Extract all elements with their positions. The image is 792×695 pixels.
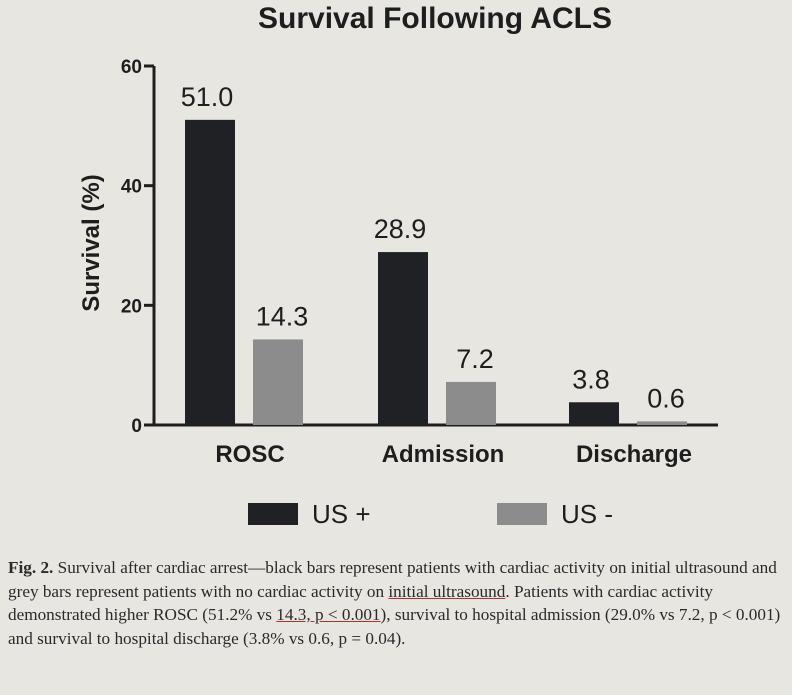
bar-us-minus xyxy=(253,339,303,425)
legend-swatch xyxy=(248,503,298,525)
axes: 0 20 40 60 xyxy=(121,57,718,437)
bar-us-plus xyxy=(378,252,428,425)
data-label: 51.0 xyxy=(181,82,234,112)
bar-us-plus xyxy=(185,119,235,425)
bars: ROSC 51.0 14.3 Admission 28.9 7.2 Discharge 3.8… xyxy=(181,82,692,468)
data-label: 7.2 xyxy=(456,344,494,374)
legend-label: US + xyxy=(312,499,371,529)
caption-fig-label: Fig. 2. xyxy=(8,558,54,577)
bar-chart: Survival Following ACLS Survival (%) 0 20… xyxy=(78,2,718,529)
legend-swatch xyxy=(497,503,547,525)
caption-text-a: Survival after cardiac arrest—black bars… xyxy=(8,558,777,601)
bar-us-minus xyxy=(637,421,687,425)
legend: US + US - xyxy=(248,499,613,529)
data-label: 0.6 xyxy=(647,383,685,413)
y-axis-label: Survival (%) xyxy=(78,174,105,311)
y-tick-label: 20 xyxy=(121,296,142,317)
caption-underlined-2: 14.3, p < 0.001 xyxy=(276,605,381,624)
figure-caption: Fig. 2. Survival after cardiac arrest—bl… xyxy=(8,556,784,650)
chart-title: Survival Following ACLS xyxy=(258,2,612,35)
x-category-label: Discharge xyxy=(576,441,692,468)
y-tick-label: 40 xyxy=(121,177,142,198)
caption-text-b: . Patients with cardiac activity demonst… xyxy=(8,581,713,625)
x-category-label: ROSC xyxy=(215,441,284,468)
legend-label: US - xyxy=(561,499,613,529)
caption-underlined-1: initial ultrasound xyxy=(388,581,506,601)
data-label: 3.8 xyxy=(572,364,610,394)
data-label: 14.3 xyxy=(256,301,309,331)
y-tick-label: 0 xyxy=(131,416,142,437)
x-category-label: Admission xyxy=(382,441,505,468)
bar-us-plus xyxy=(569,402,619,425)
caption-text-c: ), survival to hospital admission (29.0%… xyxy=(8,605,781,648)
bar-us-minus xyxy=(446,381,496,425)
y-tick-label: 60 xyxy=(121,57,142,78)
data-label: 28.9 xyxy=(374,214,427,244)
